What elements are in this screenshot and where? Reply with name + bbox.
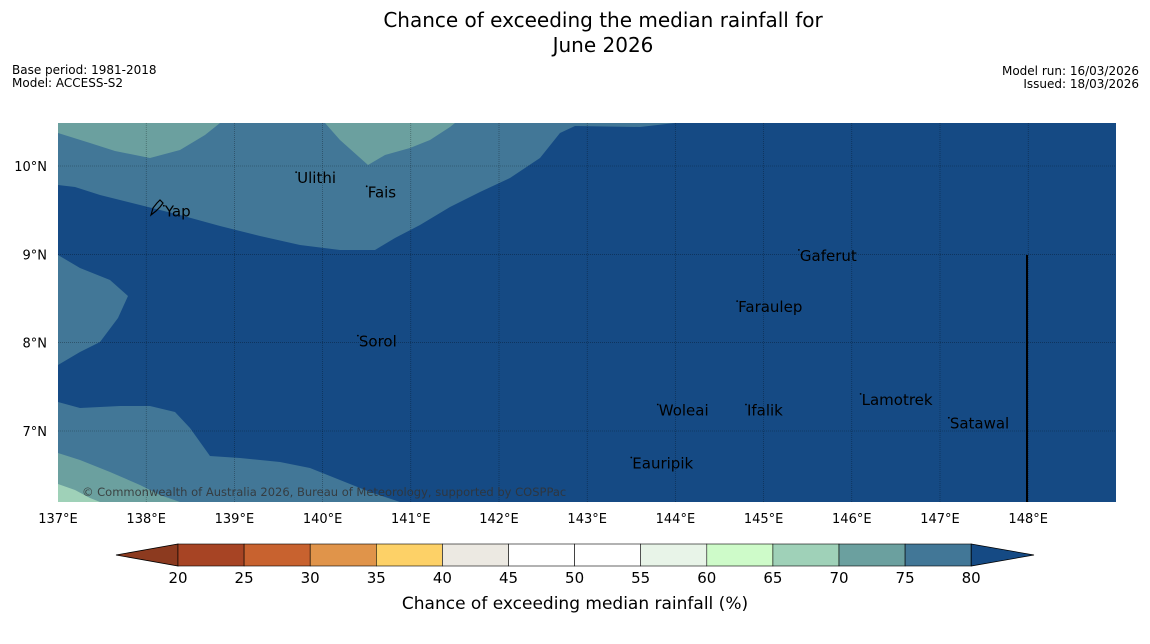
colorbar-label: Chance of exceeding median rainfall (%) <box>401 594 749 614</box>
lat-tick-label: 10°N <box>14 160 47 175</box>
colorbar-tick-label: 70 <box>829 569 848 587</box>
latitude-tick-labels: 10°N 9°N 8°N 7°N <box>14 160 47 440</box>
title-line-1: Chance of exceeding the median rainfall … <box>383 8 823 32</box>
lat-tick-label: 7°N <box>23 425 48 440</box>
region-70-75-south <box>58 453 180 502</box>
place-marker <box>745 403 747 406</box>
lon-tick-label: 137°E <box>38 512 78 527</box>
colorbar-tick-label: 35 <box>367 569 386 587</box>
colorbar-segment <box>904 543 972 567</box>
place-label-faraulep: Faraulep <box>738 298 802 316</box>
place-marker <box>859 392 862 395</box>
lon-tick-label: 141°E <box>391 512 431 527</box>
place-label-sorol: Sorol <box>359 333 397 351</box>
lon-tick-label: 143°E <box>567 512 607 527</box>
model-name: Model: ACCESS-S2 <box>12 76 124 90</box>
place-label-yap: Yap <box>164 203 191 221</box>
region-75-80-west <box>58 255 128 365</box>
place-marker <box>365 185 368 188</box>
title-line-2: June 2026 <box>552 33 654 57</box>
place-label-eauripik: Eauripik <box>632 454 693 472</box>
colorbar-tick-label: 80 <box>962 569 981 587</box>
colorbar-tick-label: 30 <box>301 569 320 587</box>
place-marker <box>797 249 800 251</box>
colorbar-tick-label: 50 <box>565 569 584 587</box>
region-65-70-south <box>58 484 100 502</box>
colorbar-segment <box>706 543 774 567</box>
place-label-ifalik: Ifalik <box>747 401 783 419</box>
model-run: Model run: 16/03/2026 <box>1001 64 1139 78</box>
place-marker <box>947 416 950 419</box>
yap-island-outline <box>149 199 164 217</box>
lat-tick-label: 8°N <box>23 337 48 352</box>
place-label-ulithi: Ulithi <box>297 169 336 187</box>
lon-tick-label: 146°E <box>832 512 872 527</box>
base-period: Base period: 1981-2018 <box>12 63 157 77</box>
place-marker <box>295 171 298 174</box>
colorbar-under-arrow <box>115 543 179 567</box>
colorbar-segment <box>375 543 443 567</box>
place-labels: Yap Ulithi Fais Gaferut Faraulep Sorol Lamotre… <box>162 169 1009 472</box>
lon-tick-label: 145°E <box>744 512 784 527</box>
colorbar-tick-label: 40 <box>433 569 452 587</box>
place-marker <box>656 403 659 406</box>
place-label-woleai: Woleai <box>659 401 709 419</box>
longitude-tick-labels: 137°E 138°E 139°E 140°E 141°E 142°E 143°E 144°E… <box>38 512 1048 527</box>
colorbar-segment <box>442 543 509 567</box>
colorbar-tick-label: 65 <box>763 569 782 587</box>
colorbar-tick-label: 60 <box>697 569 716 587</box>
region-70-75-north <box>58 123 455 165</box>
place-marker <box>630 456 633 459</box>
lon-tick-label: 139°E <box>215 512 255 527</box>
copyright-notice: © Commonwealth of Australia 2026, Bureau… <box>82 485 566 499</box>
meta-right: Model run: 16/03/2026 Issued: 18/03/2026 <box>1002 65 1139 91</box>
lon-tick-label: 144°E <box>656 512 696 527</box>
place-label-gaferut: Gaferut <box>800 247 857 265</box>
colorbar: 20 25 30 35 40 45 50 55 60 65 70 75 80 <box>115 543 1035 587</box>
lon-tick-label: 148°E <box>1008 512 1048 527</box>
colorbar-tick-label: 55 <box>631 569 650 587</box>
colorbar-tick-label: 75 <box>896 569 915 587</box>
place-label-fais: Fais <box>368 183 397 201</box>
colorbar-tick-label: 25 <box>235 569 254 587</box>
colorbar-segment <box>177 543 245 567</box>
place-marker <box>736 300 739 303</box>
colorbar-segment <box>640 543 708 567</box>
place-marker <box>162 204 165 207</box>
colorbar-segment <box>243 543 311 567</box>
colorbar-tick-label: 20 <box>168 569 187 587</box>
map-area <box>58 123 1116 502</box>
chart-title: Chance of exceeding the median rainfall … <box>0 8 1150 58</box>
gridlines <box>58 123 1116 502</box>
lon-tick-label: 147°E <box>920 512 960 527</box>
colorbar-tick-label: 45 <box>499 569 518 587</box>
colorbar-segment <box>508 543 575 567</box>
region-75-80-south <box>58 402 400 502</box>
place-marker <box>356 334 359 337</box>
lat-tick-label: 9°N <box>23 248 48 263</box>
lon-tick-label: 142°E <box>479 512 519 527</box>
colorbar-segment <box>772 543 840 567</box>
colorbar-over-arrow <box>970 543 1035 567</box>
meta-left: Base period: 1981-2018 Model: ACCESS-S2 <box>12 64 157 90</box>
place-label-lamotrek: Lamotrek <box>862 391 933 409</box>
colorbar-segment <box>838 543 906 567</box>
place-label-satawal: Satawal <box>950 415 1009 433</box>
lon-tick-label: 140°E <box>303 512 343 527</box>
colorbar-segment <box>574 543 641 567</box>
lon-tick-label: 138°E <box>126 512 166 527</box>
colorbar-segment <box>309 543 377 567</box>
issued-date: Issued: 18/03/2026 <box>1023 77 1139 91</box>
